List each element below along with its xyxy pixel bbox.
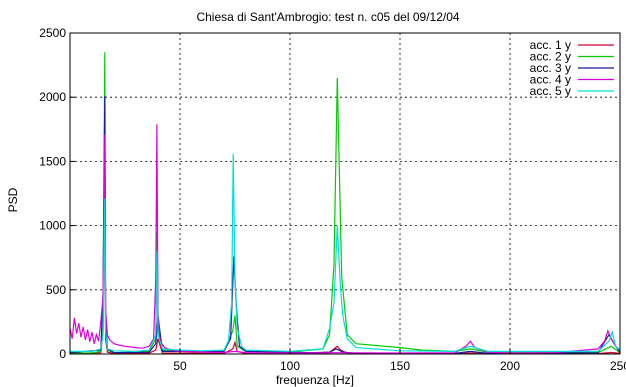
x-tick-label: 100 bbox=[280, 359, 300, 373]
tick-group: 5010015020025005001000150020002500 bbox=[39, 26, 626, 373]
y-tick-label: 500 bbox=[46, 283, 66, 297]
x-tick-label: 250 bbox=[610, 359, 626, 373]
x-tick-label: 150 bbox=[390, 359, 410, 373]
legend-label: acc. 4 y bbox=[530, 73, 571, 87]
y-tick-label: 1500 bbox=[39, 154, 66, 168]
legend-label: acc. 5 y bbox=[530, 84, 571, 98]
y-tick-label: 2500 bbox=[39, 26, 66, 40]
y-tick-label: 1000 bbox=[39, 219, 66, 233]
x-tick-label: 50 bbox=[173, 359, 187, 373]
y-tick-label: 2000 bbox=[39, 90, 66, 104]
legend-label: acc. 2 y bbox=[530, 50, 571, 64]
grid-lines bbox=[70, 33, 620, 354]
x-tick-label: 200 bbox=[500, 359, 520, 373]
series-group bbox=[69, 52, 621, 355]
y-axis-label: PSD bbox=[6, 187, 20, 212]
series-line-acc-4-y bbox=[69, 124, 621, 354]
x-axis-label: frequenza [Hz] bbox=[276, 373, 354, 387]
legend-label: acc. 1 y bbox=[530, 38, 571, 52]
series-line-acc-5-y bbox=[70, 153, 621, 353]
legend-label: acc. 3 y bbox=[530, 61, 571, 75]
plot-frame bbox=[69, 32, 621, 355]
chart-title: Chiesa di Sant'Ambrogio: test n. c05 del… bbox=[196, 10, 459, 24]
y-tick-label: 0 bbox=[59, 347, 66, 361]
